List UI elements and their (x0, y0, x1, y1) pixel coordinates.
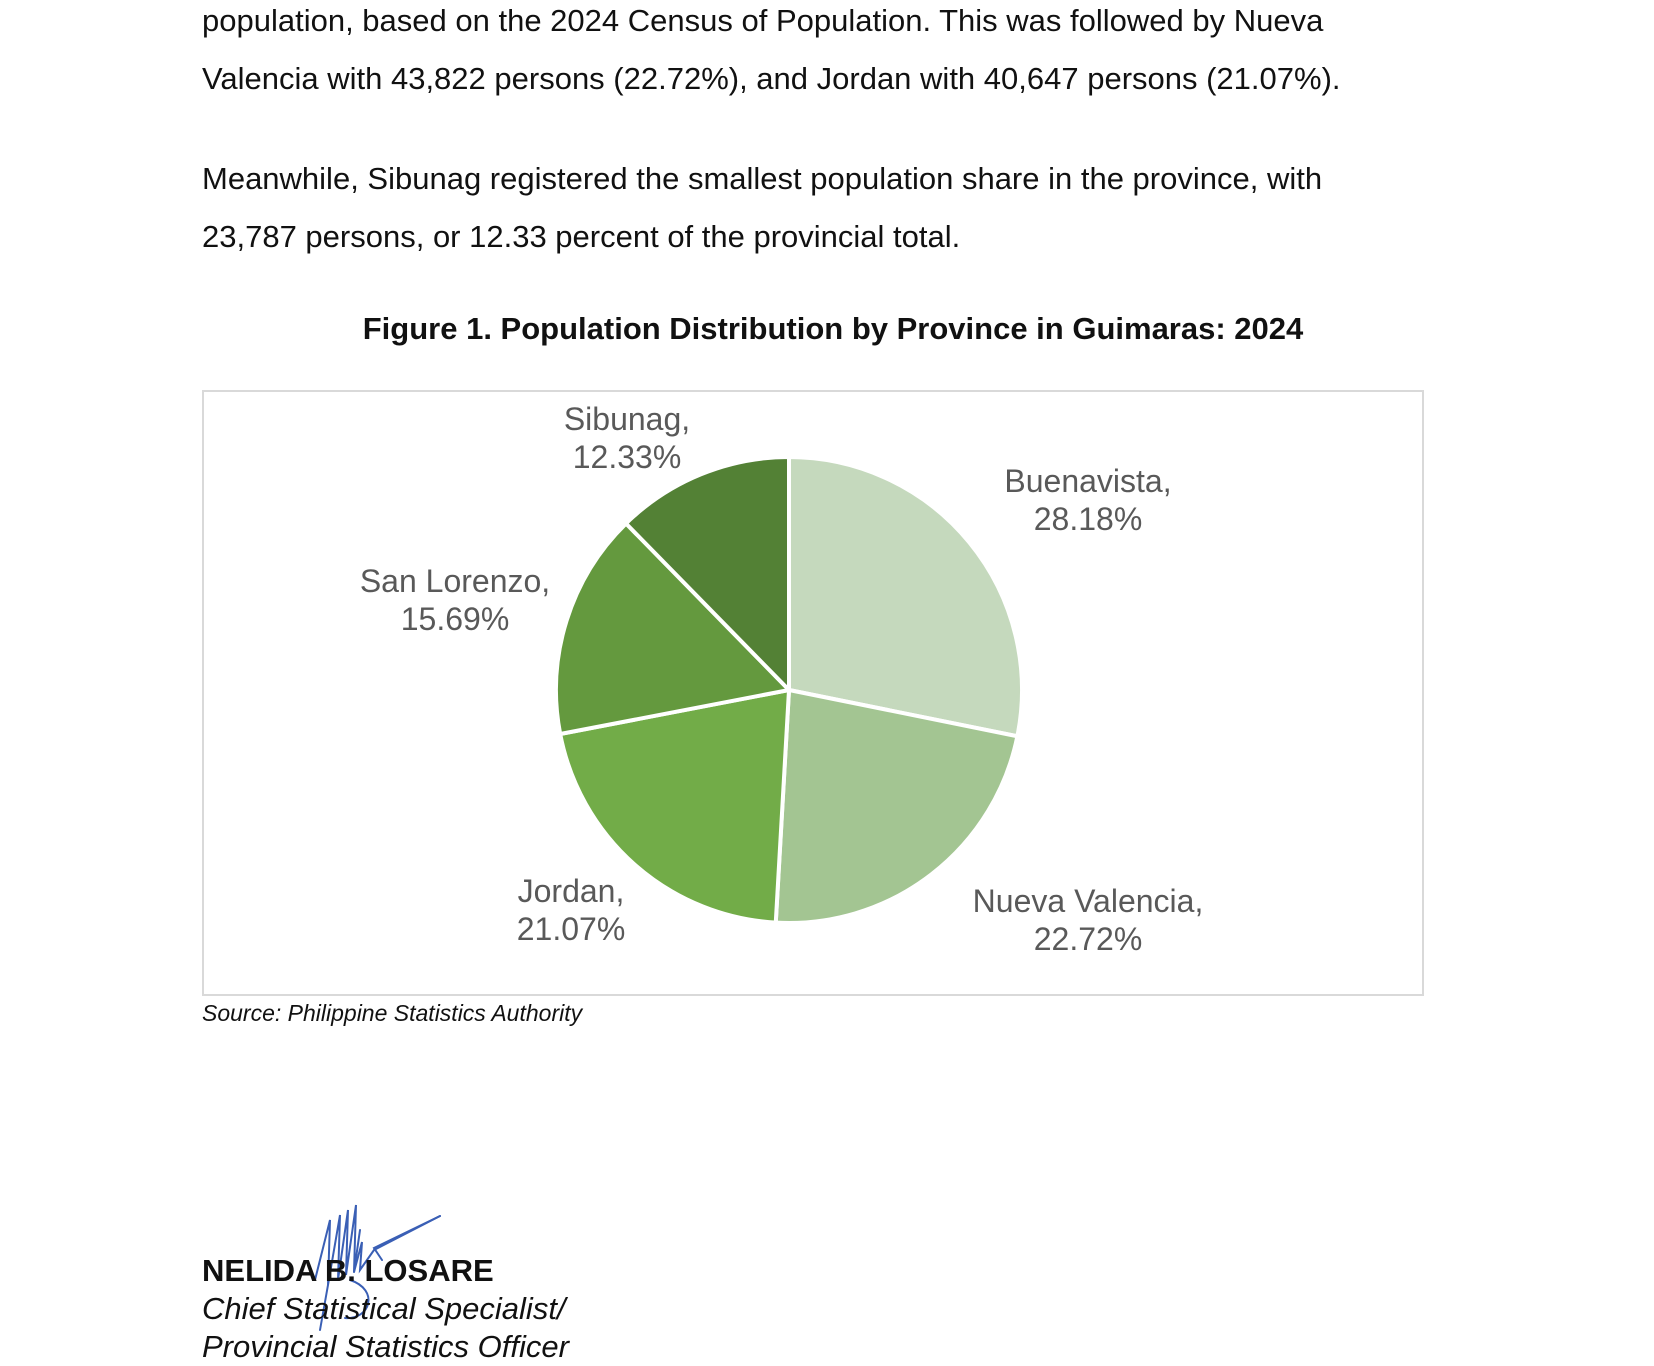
data-label-san-lorenzo: San Lorenzo, 15.69% (360, 563, 550, 637)
signatory-office: Provincial Statistics Officer (202, 1329, 569, 1364)
pie-slice-san-lorenzo (554, 521, 791, 736)
signatory-block: NELIDA B. LOSARE Chief Statistical Speci… (202, 1252, 569, 1366)
paragraph-line: Meanwhile, Sibunag registered the smalle… (202, 161, 1323, 196)
pie-slice-jordan (558, 688, 791, 925)
data-label-nueva-valencia: Nueva Valencia, 22.72% (973, 883, 1204, 957)
signature (314, 1204, 441, 1331)
data-label-buenavista: Buenavista, 28.18% (1004, 463, 1171, 537)
data-label-sibunag: Sibunag, 12.33% (564, 401, 690, 475)
pie-chart: Buenavista, 28.18% Nueva Valencia, 22.72% Jo… (360, 401, 1204, 957)
data-label-jordan: Jordan, 21.07% (517, 873, 626, 947)
pie-slice-nueva-valencia (773, 688, 1020, 925)
figure-title: Figure 1. Population Distribution by Pro… (362, 311, 1304, 346)
paragraph-line: Valencia with 43,822 persons (22.72%), a… (202, 61, 1341, 96)
pie-chart-frame: Buenavista, 28.18% Nueva Valencia, 22.72% Jo… (202, 390, 1424, 996)
signatory-name: NELIDA B. LOSARE (202, 1253, 494, 1288)
intro-paragraph: population, based on the 2024 Census of … (202, 0, 1464, 108)
paragraph-line: 23,787 persons, or 12.33 percent of the … (202, 219, 961, 254)
pie-slice-buenavista (787, 455, 1024, 739)
pie-slice-sibunag (624, 455, 791, 692)
smallest-share-paragraph: Meanwhile, Sibunag registered the smalle… (202, 150, 1464, 266)
signatory-title: Chief Statistical Specialist/ (202, 1291, 566, 1326)
paragraph-line: population, based on the 2024 Census of … (202, 3, 1324, 38)
source-note: Source: Philippine Statistics Authority (202, 1000, 583, 1026)
